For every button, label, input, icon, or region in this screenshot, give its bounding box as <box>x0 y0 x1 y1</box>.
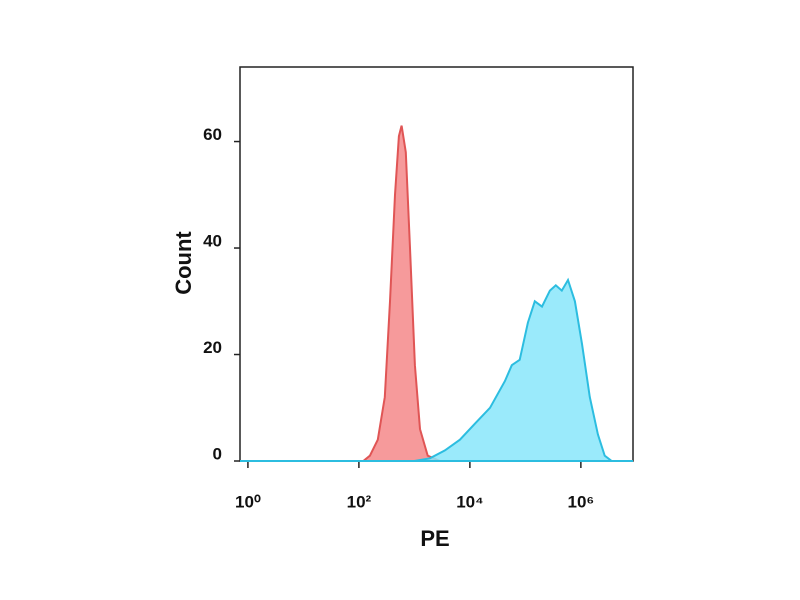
x-tick-label: 10⁶ <box>567 492 594 511</box>
x-axis-label: PE <box>420 526 449 551</box>
y-tick-label: 0 <box>213 444 222 463</box>
area <box>240 277 633 462</box>
y-tick-label: 20 <box>203 338 222 357</box>
x-tick-label: 10⁴ <box>456 492 483 511</box>
x-tick-label: 10² <box>347 492 372 511</box>
area <box>240 125 633 462</box>
y-tick-label: 60 <box>203 125 222 144</box>
y-tick-label: 40 <box>203 232 222 251</box>
y-axis-label: Count <box>171 231 196 295</box>
x-tick-label: 10⁰ <box>235 492 261 511</box>
